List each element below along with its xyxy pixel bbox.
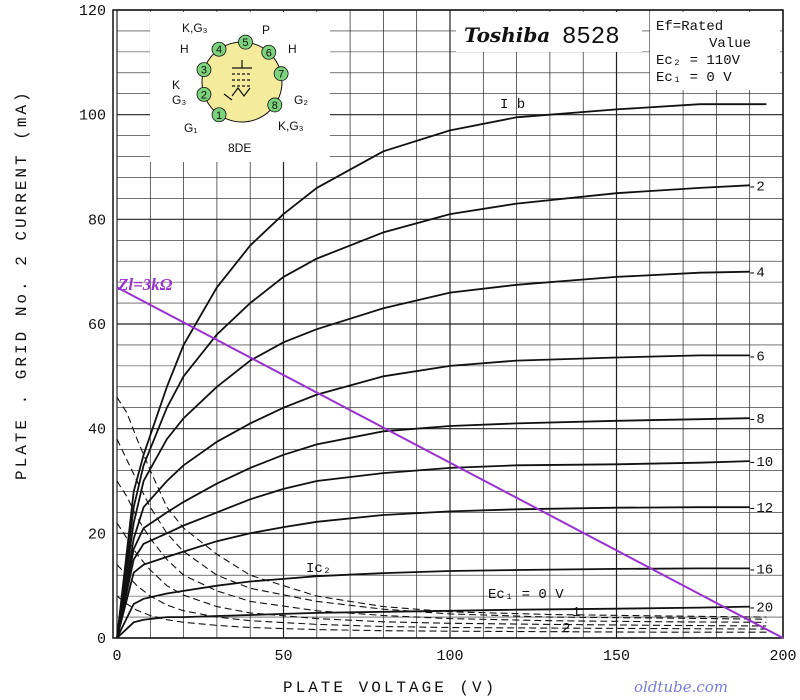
- y-tick-label: 60: [88, 317, 106, 334]
- y-tick-label: 40: [88, 422, 106, 439]
- tail-label-1: 1: [572, 605, 580, 621]
- plate-current-curves: [116, 103, 767, 639]
- y-tick-label: 120: [79, 3, 106, 20]
- tube-pin-number: 5: [242, 37, 248, 49]
- pin-label-kg3-bottom: K,G₃: [278, 119, 304, 133]
- condition-ec2: Ec₂ = 110V: [656, 53, 741, 69]
- screen-current-curve: [116, 438, 767, 620]
- tube-pin-number: 6: [266, 47, 272, 59]
- tube-pin-number: 2: [201, 89, 207, 101]
- x-axis-label: PLATE VOLTAGE (V): [283, 679, 497, 697]
- conditions-box: [650, 12, 780, 90]
- pin-label-g3-left: G₃: [172, 93, 186, 107]
- tube-pin: [261, 44, 277, 60]
- tube-base-code: 8DE: [228, 141, 251, 155]
- y-axis-label: PLATE . GRID No. 2 CURRENT (mA): [13, 89, 31, 480]
- bias-label: -12: [748, 501, 773, 517]
- bias-label: -6: [748, 349, 765, 365]
- plate-current-curve: [116, 354, 750, 639]
- tube-pin-number: 7: [278, 69, 284, 81]
- tube-electrodes-icon: [223, 60, 252, 101]
- y-tick-labels: 0 20 40 60 80 100 120: [79, 3, 106, 648]
- tube-pin: [267, 97, 283, 113]
- tube-pin: [196, 86, 212, 102]
- plate-current-curve: [116, 184, 750, 639]
- plate-current-curve: [116, 460, 750, 639]
- ec1-label: Ec₁ = 0 V: [488, 587, 564, 603]
- brand-logo: Toshiba: [464, 23, 550, 47]
- plate-current-curve: [116, 567, 750, 639]
- grid-bias-labels: -2 -4 -6 -8 -10 -12 -16 -20: [748, 179, 773, 616]
- load-line: [116, 286, 784, 639]
- condition-value: Value: [709, 36, 751, 52]
- tube-pin-number: 3: [201, 65, 207, 77]
- load-line-label: Zl=3kΩ: [117, 275, 173, 294]
- tube-pin: [196, 62, 212, 78]
- condition-ef: Ef=Rated: [656, 19, 723, 35]
- screen-current-curve: [116, 564, 767, 630]
- x-tick-label: 150: [603, 648, 630, 665]
- y-tick-label: 80: [88, 212, 106, 229]
- pin-label-h-left: H: [180, 42, 189, 56]
- tube-pin: [211, 107, 227, 123]
- pin-label-kg3-top: K,G₃: [182, 21, 208, 35]
- ic2-label: Ic₂: [306, 561, 331, 577]
- tube-pin-number: 8: [272, 100, 278, 112]
- pin-label-p: P: [262, 23, 270, 37]
- x-tick-labels: 0 50 100 150 200: [112, 648, 796, 665]
- tube-pin-number: 4: [216, 44, 222, 56]
- plate-current-curve: [116, 605, 750, 639]
- screen-current-curve: [116, 397, 767, 618]
- pin-label-k: K: [172, 78, 180, 92]
- tube-pin: [273, 66, 289, 82]
- x-tick-label: 50: [274, 648, 292, 665]
- plate-current-curve: [116, 103, 767, 639]
- x-tick-label: 200: [769, 648, 796, 665]
- tube-pin-number: 1: [216, 110, 222, 122]
- load-line-group: [116, 286, 784, 639]
- plate-current-curve: [116, 417, 750, 639]
- x-tick-label: 100: [436, 648, 463, 665]
- ib-label: I b: [500, 97, 525, 113]
- tube-pin: [238, 34, 253, 50]
- tube-base-diagram: 12 34 5 67 8 G₁ K G₃ H K,G₃ P H G₂ K,G₃ 8DE: [150, 12, 330, 162]
- tail-label-2: 2: [562, 621, 570, 637]
- pin-label-g1: G₁: [184, 121, 197, 135]
- screen-current-curves: [116, 397, 767, 633]
- tube-pin: [211, 41, 227, 57]
- plate-current-curve: [116, 270, 750, 639]
- bias-label: -16: [748, 562, 773, 578]
- y-tick-label: 0: [97, 631, 106, 648]
- screen-current-curve: [116, 480, 767, 623]
- pin-label-g2: G₂: [294, 93, 308, 107]
- bias-label: -8: [748, 412, 765, 428]
- bias-label: -4: [748, 266, 765, 282]
- pin-label-h-right: H: [288, 42, 297, 56]
- condition-ec1: Ec₁ = 0 V: [656, 70, 732, 86]
- plate-current-curve: [116, 506, 750, 639]
- plot-frame: [112, 9, 784, 639]
- watermark: oldtube.com: [634, 678, 728, 696]
- bias-label: -2: [748, 179, 765, 195]
- title-box: [456, 12, 642, 52]
- screen-current-curve: [116, 522, 767, 627]
- chart-title: 8528: [562, 24, 620, 51]
- bias-label: -10: [748, 455, 773, 471]
- y-tick-label: 20: [88, 526, 106, 543]
- y-tick-label: 100: [79, 108, 106, 125]
- screen-current-curve: [116, 595, 767, 633]
- x-tick-label: 0: [112, 648, 121, 665]
- bias-label: -20: [748, 601, 773, 617]
